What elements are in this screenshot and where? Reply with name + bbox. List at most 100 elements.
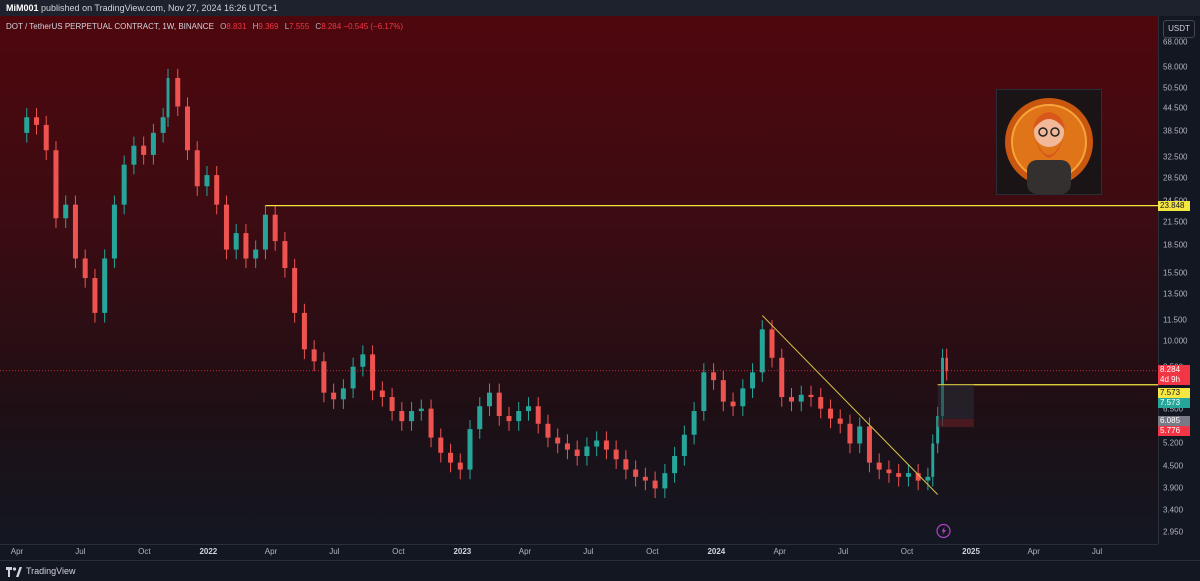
candle-body (866, 426, 872, 463)
candle-body (111, 204, 117, 259)
y-tick-label: 32.500 (1163, 152, 1188, 162)
candle-body (272, 214, 278, 242)
candle-body (584, 446, 590, 456)
level-price-tag: 23.848 (1158, 200, 1190, 211)
candle-body (72, 204, 78, 259)
candle-body (63, 204, 69, 219)
candle-body (730, 401, 736, 407)
candle-body (555, 437, 561, 444)
currency-button[interactable]: USDT (1163, 20, 1195, 38)
y-tick-label: 2.950 (1163, 527, 1184, 537)
candle-body (672, 455, 678, 474)
candle-body (350, 366, 356, 389)
candle-body (204, 175, 210, 187)
candle-body (564, 443, 570, 450)
candle-body (594, 440, 600, 447)
y-tick-label: 11.500 (1163, 315, 1187, 325)
x-tick-label: Apr (10, 547, 24, 556)
candle-body (740, 388, 746, 407)
candle-body (43, 124, 49, 151)
candle-body (857, 426, 863, 444)
candle-body (818, 397, 824, 409)
chart-pane[interactable]: DOT / TetherUS PERPETUAL CONTRACT, 1W, B… (0, 16, 1158, 544)
footer-brand: TradingView (26, 566, 76, 576)
candle-body (915, 473, 921, 481)
candle-body (321, 361, 327, 393)
candle-body (623, 459, 629, 470)
candle-body (160, 117, 166, 133)
candle-body (379, 390, 385, 398)
candle-body (633, 469, 639, 477)
x-tick-label: Oct (392, 547, 405, 556)
level-price-tag: 7.573 (1158, 387, 1190, 398)
stop-price-tag: 5.776 (1158, 426, 1190, 437)
price-chart[interactable] (0, 16, 1158, 544)
price-axis[interactable]: USDT 68.000 58.000 50.500 44.500 38.500 32.50… (1158, 16, 1200, 544)
candle-body (399, 411, 405, 422)
candle-body (131, 145, 137, 165)
candle-body (448, 452, 454, 463)
candle-body (905, 473, 911, 477)
candle-body (701, 372, 707, 412)
x-tick-label: Oct (138, 547, 151, 556)
candle-body (82, 258, 88, 279)
candle-body (121, 164, 127, 205)
y-tick-label: 10.000 (1163, 336, 1188, 346)
candle-body (525, 406, 531, 412)
candle-body (311, 349, 317, 362)
candle-body (691, 411, 697, 435)
last-price-tag: 8.284 (1158, 364, 1190, 375)
symbol-legend: DOT / TetherUS PERPETUAL CONTRACT, 1W, B… (6, 22, 403, 31)
high-label: H (252, 22, 259, 31)
time-axis[interactable]: Apr Jul Oct 2022 Apr Jul Oct 2023 Apr Jul Oct 2024 A… (0, 544, 1158, 560)
y-tick-label: 68.000 (1163, 37, 1188, 47)
x-tick-label: Apr (264, 547, 278, 556)
candle-body (652, 480, 658, 489)
candle-body (262, 214, 268, 250)
y-tick-label: 15.500 (1163, 268, 1188, 278)
change-value: −0.545 (−6.17%) (343, 22, 404, 31)
candle-body (24, 117, 30, 133)
candle-body (33, 117, 39, 125)
author-avatar-image (996, 89, 1102, 195)
candle-body (886, 469, 892, 474)
open-value: 8.831 (226, 22, 247, 31)
candle-body (253, 249, 259, 259)
candle-body (720, 380, 726, 402)
y-tick-label: 50.500 (1163, 83, 1188, 93)
footer-bar: TradingView (0, 560, 1200, 581)
candle-body (613, 449, 619, 460)
candle-body (896, 473, 902, 477)
candle-body (876, 462, 882, 470)
candle-body (141, 145, 147, 155)
countdown-tag: 4d 9h (1158, 374, 1190, 385)
candle-body (837, 418, 843, 424)
x-tick-label: 2025 (962, 547, 980, 556)
candle-body (477, 406, 483, 430)
low-value: 7.555 (289, 22, 310, 31)
symbol-title: DOT / TetherUS PERPETUAL CONTRACT, 1W, B… (6, 22, 214, 31)
y-tick-label: 5.200 (1163, 438, 1184, 448)
y-tick-label: 18.500 (1163, 240, 1188, 250)
candle-body (827, 408, 833, 419)
x-tick-label: Jul (583, 547, 594, 556)
candle-body (370, 354, 376, 391)
x-tick-label: 2022 (199, 547, 218, 556)
candle-body (681, 434, 687, 456)
close-label: C (315, 22, 322, 31)
open-label: O (220, 22, 227, 31)
candle-body (750, 372, 756, 389)
candle-body (175, 77, 181, 107)
y-tick-label: 58.000 (1163, 62, 1188, 72)
candle-body (574, 449, 580, 456)
candle-body (428, 408, 434, 438)
candle-body (301, 312, 307, 350)
x-tick-label: Apr (518, 547, 532, 556)
candle-body (166, 77, 170, 118)
candle-body (487, 392, 492, 407)
candle-body (945, 357, 948, 371)
candle-body (779, 357, 785, 398)
candle-body (184, 106, 190, 151)
candle-body (243, 233, 249, 259)
x-tick-label: 2024 (707, 547, 726, 556)
